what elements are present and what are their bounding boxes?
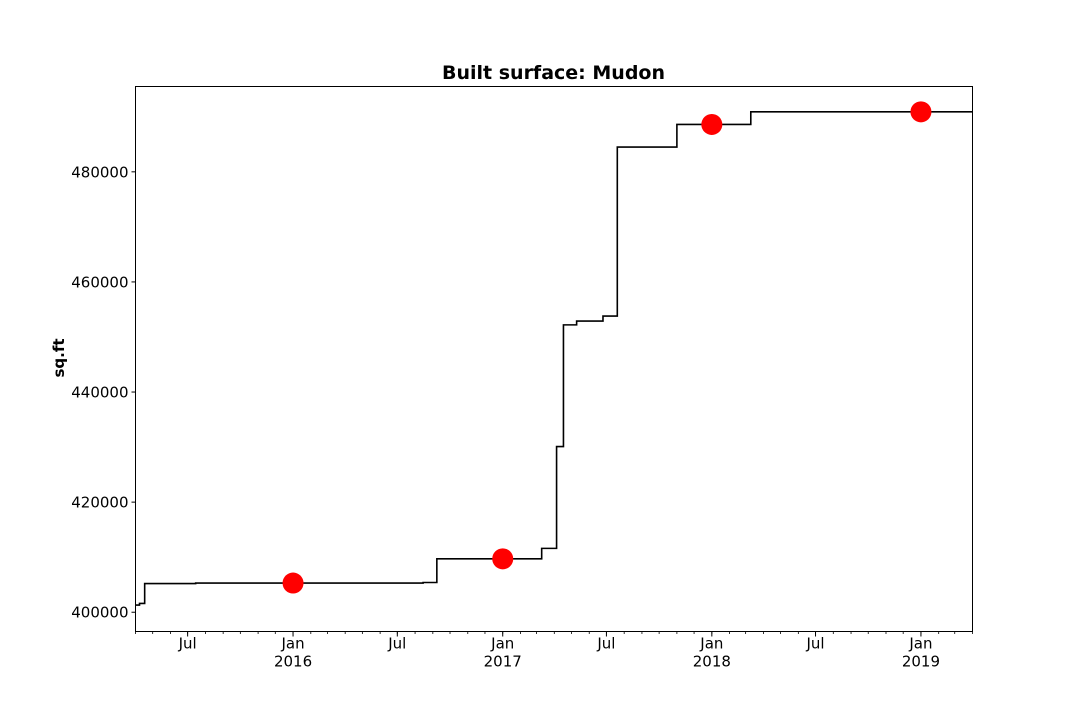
x-tick-label: Jul: [387, 635, 406, 653]
data-point: [701, 113, 723, 135]
y-tick-label: 460000: [71, 273, 128, 291]
series-line: [135, 111, 973, 606]
plot-area: [135, 101, 973, 606]
x-tick-year-label: 2017: [484, 653, 522, 671]
y-axis-label: sq.ft: [50, 338, 68, 377]
y-tick-label: 420000: [71, 494, 128, 512]
x-tick-label: Jan: [280, 635, 304, 653]
x-tick-label: Jul: [178, 635, 197, 653]
data-point: [282, 572, 304, 594]
chart-title: Built surface: Mudon: [442, 62, 665, 84]
data-point: [492, 548, 514, 570]
x-tick-year-label: 2019: [902, 653, 940, 671]
y-tick-label: 480000: [71, 163, 128, 181]
x-tick-label: Jan: [908, 635, 932, 653]
y-tick-label: 400000: [71, 604, 128, 622]
x-tick-label: Jan: [490, 635, 514, 653]
data-point: [910, 101, 932, 123]
x-tick-label: Jul: [596, 635, 615, 653]
x-tick-label: Jan: [699, 635, 723, 653]
plot-frame: [135, 86, 973, 632]
x-tick-year-label: 2018: [693, 653, 731, 671]
y-tick-label: 440000: [71, 384, 128, 402]
x-tick-year-label: 2016: [274, 653, 312, 671]
x-tick-label: Jul: [805, 635, 824, 653]
